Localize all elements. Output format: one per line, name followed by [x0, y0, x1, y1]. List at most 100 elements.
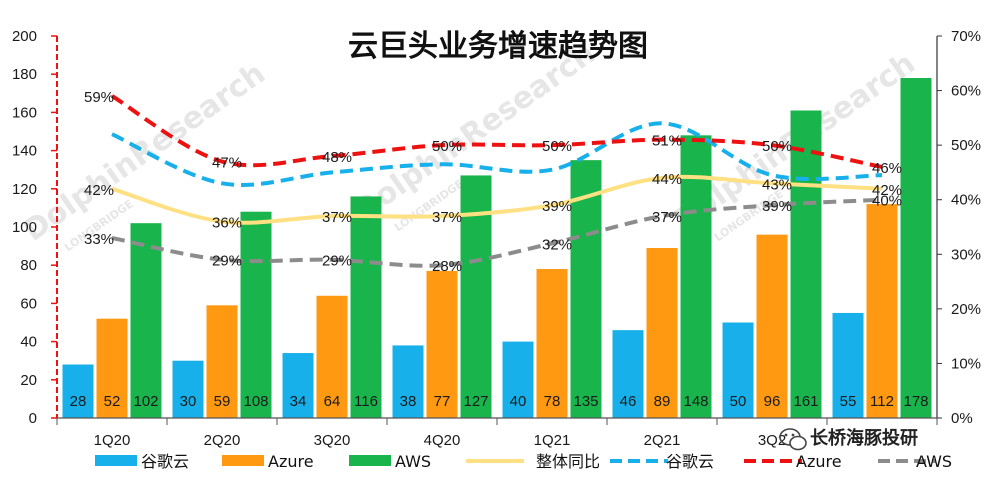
line-Azure — [110, 94, 883, 169]
line-value-label: 33% — [84, 231, 114, 248]
legend-swatch-谷歌云 — [95, 455, 137, 466]
line-value-label: 32% — [542, 236, 572, 253]
y-left-tick-label: 140 — [12, 143, 37, 160]
bar-value-label: 135 — [573, 393, 598, 410]
line-value-label: 50% — [432, 138, 462, 155]
legend-label: 谷歌云 — [666, 452, 714, 471]
bar-value-label: 40 — [510, 393, 527, 410]
data-labels: 28 30 34 38 40 46 50 55 52 59 64 77 78 89 96 112 102 108 1… — [70, 89, 929, 410]
line-value-label: 43% — [762, 176, 792, 193]
line-value-label: 37% — [432, 209, 462, 226]
wechat-badge: 长桥海豚投研 — [779, 427, 918, 451]
line-value-label: 40% — [872, 193, 902, 210]
y-left-tick-label: 60 — [20, 295, 37, 312]
y-left-tick-label: 180 — [12, 66, 37, 83]
bar-value-label: 55 — [840, 393, 857, 410]
line-value-label: 48% — [322, 149, 352, 166]
bar-AWS — [790, 110, 822, 419]
bar-谷歌云 — [612, 330, 644, 418]
line-AWS — [111, 197, 883, 268]
x-tick-label: 4Q20 — [424, 432, 461, 449]
wechat-badge-text: 长桥海豚投研 — [810, 427, 918, 449]
legend-label: Azure — [796, 452, 842, 471]
bar-value-label: 89 — [654, 393, 671, 410]
wechat-icon — [779, 428, 807, 451]
bar-AWS — [570, 160, 602, 418]
y-right-tick-label: 30% — [951, 246, 981, 263]
line-value-label: 36% — [212, 215, 242, 232]
line-value-label: 59% — [84, 89, 114, 106]
bar-Azure — [866, 204, 898, 418]
y-right-tick-label: 40% — [951, 192, 981, 209]
line-整体同比 — [111, 174, 883, 225]
y-left-tick-label: 120 — [12, 181, 37, 198]
bar-AWS — [130, 223, 162, 418]
bar-Azure — [756, 234, 788, 418]
x-tick-label: 2Q21 — [644, 432, 681, 449]
line-value-label: 47% — [212, 155, 242, 172]
y-right-tick-label: 0% — [951, 410, 973, 427]
bar-Azure — [646, 248, 678, 418]
line-value-label: 51% — [652, 133, 682, 150]
line-value-label: 37% — [652, 209, 682, 226]
bar-value-label: 59 — [214, 393, 231, 410]
y-left-tick-label: 40 — [20, 334, 37, 351]
bar-Azure — [426, 270, 458, 418]
line-谷歌云 — [111, 121, 883, 187]
bar-value-label: 116 — [354, 393, 378, 410]
bar-AWS — [680, 135, 712, 418]
bar-谷歌云 — [172, 360, 204, 418]
bar-value-label: 108 — [243, 393, 268, 410]
bar-Azure — [96, 318, 128, 418]
x-tick-label: 1Q21 — [534, 432, 571, 449]
bar-value-label: 50 — [730, 393, 747, 410]
bar-AWS — [240, 211, 272, 418]
line-value-label: 29% — [212, 253, 242, 270]
bar-谷歌云 — [282, 353, 314, 418]
bar-value-label: 52 — [104, 393, 121, 410]
legend-swatch-AWS — [349, 455, 391, 466]
bar-value-label: 78 — [544, 393, 561, 410]
bar-value-label: 46 — [620, 393, 637, 410]
line-value-label: 37% — [322, 209, 352, 226]
legend-label: Azure — [268, 452, 314, 471]
bar-Azure — [316, 295, 348, 418]
legend-swatch-Azure — [222, 455, 264, 466]
y-left-tick-label: 80 — [20, 257, 37, 274]
bar-谷歌云 — [62, 364, 94, 418]
wechat-icon-eye-right — [791, 433, 795, 437]
x-tick-label: 2Q20 — [204, 432, 241, 449]
bar-Azure — [206, 305, 238, 418]
legend: 谷歌云 Azure AWS 整体同比 谷歌云 Azure AWS — [95, 452, 952, 471]
bar-value-label: 148 — [683, 393, 708, 410]
bar-value-label: 30 — [180, 393, 197, 410]
y-right-tick-label: 60% — [951, 83, 981, 100]
legend-label: 谷歌云 — [141, 452, 189, 471]
bar-value-label: 102 — [133, 393, 158, 410]
lines — [110, 94, 883, 268]
y-left-tick-label: 20 — [20, 372, 37, 389]
bar-Azure — [536, 269, 568, 418]
line-value-label: 50% — [762, 138, 792, 155]
bars — [62, 78, 932, 419]
y-left-tick-label: 200 — [12, 28, 37, 45]
bar-value-label: 38 — [400, 393, 417, 410]
y-left-tick-label: 160 — [12, 104, 37, 121]
bar-value-label: 112 — [870, 393, 894, 410]
y-right-tick-label: 10% — [951, 355, 981, 372]
bar-谷歌云 — [722, 322, 754, 418]
legend-label: AWS — [916, 452, 952, 471]
line-value-label: 42% — [872, 182, 902, 199]
bar-value-label: 178 — [903, 393, 928, 410]
wechat-icon-eye-left — [784, 433, 788, 437]
bar-value-label: 77 — [434, 393, 451, 410]
legend-label: 整体同比 — [536, 452, 600, 471]
bar-value-label: 34 — [290, 393, 307, 410]
line-value-label: 39% — [762, 198, 792, 215]
x-tick-label: 1Q20 — [94, 432, 131, 449]
line-value-label: 44% — [652, 171, 682, 188]
y-left-tick-label: 100 — [12, 219, 37, 236]
y-right-tick-label: 50% — [951, 137, 981, 154]
